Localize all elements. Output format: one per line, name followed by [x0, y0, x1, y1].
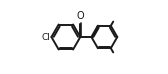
Text: O: O: [77, 11, 85, 21]
Text: Cl: Cl: [41, 32, 50, 42]
